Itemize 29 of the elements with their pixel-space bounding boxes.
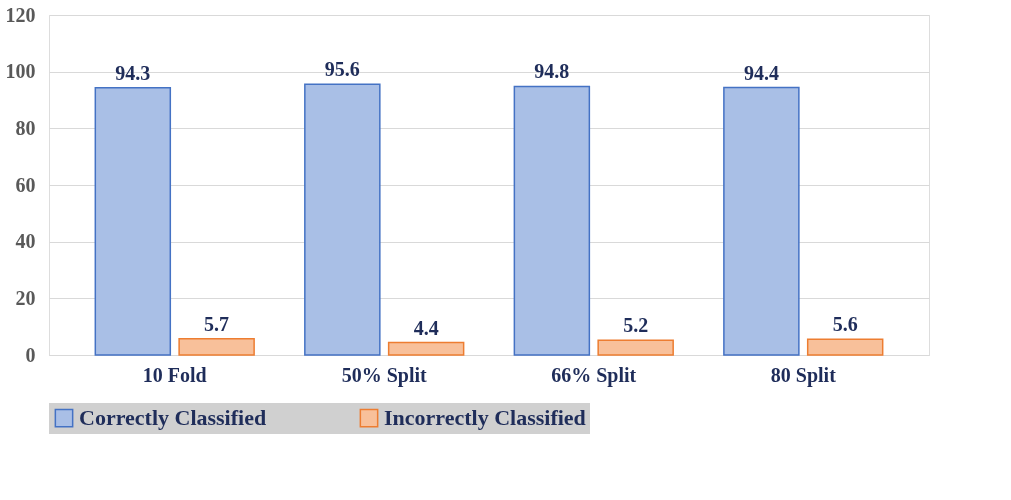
- data-label: 5.6: [832, 313, 858, 336]
- data-label: 4.4: [413, 316, 439, 339]
- y-tick-label: 60: [15, 173, 36, 196]
- bar: [94, 87, 172, 356]
- x-tick-label: 10 Fold: [142, 363, 207, 386]
- y-tick-label: 0: [25, 343, 36, 366]
- x-tick-label: 50% Split: [341, 363, 428, 387]
- bar: [723, 86, 800, 356]
- data-label: 94.8: [534, 60, 570, 83]
- x-tick-label: 66% Split: [551, 363, 637, 387]
- data-label: 94.4: [743, 61, 779, 84]
- bar: [387, 341, 465, 356]
- bar: [597, 339, 674, 356]
- bar: [304, 83, 381, 356]
- x-tick-label: 80 Split: [770, 363, 837, 387]
- y-tick-label: 100: [5, 60, 36, 83]
- data-label: 95.6: [324, 58, 360, 81]
- bar: [178, 338, 255, 356]
- data-label: 5.7: [204, 312, 230, 335]
- legend-label: Incorrectly Classified: [384, 405, 586, 431]
- legend-label: Correctly Classified: [79, 405, 267, 431]
- bar: [806, 338, 884, 356]
- y-tick-label: 40: [15, 230, 36, 253]
- bar: [513, 85, 591, 356]
- y-tick-label: 80: [15, 116, 36, 139]
- y-tick-label: 120: [5, 3, 36, 26]
- data-label: 94.3: [115, 61, 151, 84]
- y-tick-label: 20: [15, 286, 36, 309]
- data-label: 5.2: [623, 314, 649, 337]
